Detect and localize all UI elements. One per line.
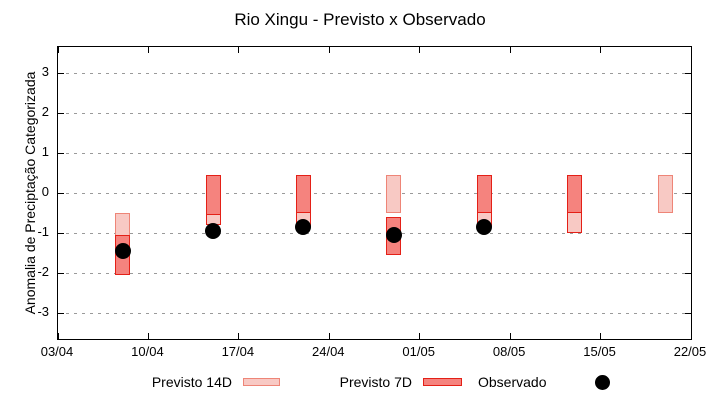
axis-tick	[690, 333, 692, 339]
observado-dot	[385, 227, 402, 243]
axis-tick	[238, 47, 240, 53]
axis-tick	[58, 192, 64, 194]
axis-tick	[58, 72, 64, 74]
legend-label-previsto-7d: Previsto 7D	[339, 374, 412, 390]
legend-label-previsto-14d: Previsto 14D	[151, 374, 232, 390]
gridline	[58, 192, 691, 194]
axis-tick	[147, 333, 149, 339]
axis-tick	[685, 152, 691, 154]
previsto-14d-bar	[386, 175, 402, 213]
previsto-7d-bar	[476, 175, 492, 213]
gridline	[58, 272, 691, 274]
axis-tick	[685, 112, 691, 114]
axis-tick	[147, 47, 149, 53]
x-tick-label: 17/04	[221, 344, 255, 359]
axis-tick	[419, 47, 421, 53]
x-tick-label: 08/05	[492, 344, 526, 359]
previsto-7d-bar	[205, 175, 221, 215]
x-tick-label: 03/04	[40, 344, 74, 359]
previsto-14d-swatch-icon	[243, 378, 280, 386]
axis-tick	[600, 47, 602, 53]
axis-tick	[685, 272, 691, 274]
legend-label-observado: Observado	[478, 374, 547, 390]
x-tick-label: 10/04	[131, 344, 164, 359]
observado-dot	[114, 243, 131, 259]
axis-tick	[328, 333, 330, 339]
axis-tick	[685, 72, 691, 74]
x-tick-label: 15/05	[583, 344, 616, 359]
previsto-7d-swatch-icon	[423, 378, 462, 386]
previsto-14d-bar	[657, 175, 673, 213]
x-tick-label: 24/04	[312, 344, 345, 359]
observado-dot-icon	[595, 375, 610, 390]
gridline	[58, 152, 691, 154]
axis-tick	[685, 312, 691, 314]
y-tick-label: 1	[41, 144, 49, 159]
axis-tick	[685, 232, 691, 234]
axis-tick	[58, 152, 64, 154]
axis-tick	[58, 232, 64, 234]
x-tick-label: 01/05	[402, 344, 435, 359]
axis-tick	[328, 47, 330, 53]
axis-tick	[685, 192, 691, 194]
gridline	[58, 232, 691, 234]
chart-title: Rio Xingu - Previsto x Observado	[234, 10, 486, 29]
axis-tick	[58, 272, 64, 274]
y-tick-label: 3	[41, 64, 49, 79]
axis-tick	[600, 333, 602, 339]
previsto-7d-bar	[567, 175, 583, 213]
y-tick-label: -1	[37, 224, 49, 239]
y-tick-label: -3	[37, 304, 49, 319]
axis-tick	[58, 112, 64, 114]
observado-dot	[205, 223, 222, 239]
axis-tick	[57, 333, 59, 339]
axis-tick	[419, 333, 421, 339]
y-tick-label: -2	[37, 264, 49, 279]
axis-tick	[509, 47, 511, 53]
gridline	[58, 112, 691, 114]
gridline	[58, 312, 691, 314]
y-tick-label: 2	[41, 104, 49, 119]
x-tick-label: 22/05	[673, 344, 707, 359]
y-tick-label: 0	[41, 184, 49, 199]
axis-tick	[509, 333, 511, 339]
plot-area	[57, 46, 692, 340]
previsto-7d-bar	[295, 175, 311, 213]
gridline	[58, 72, 691, 74]
observado-dot	[476, 219, 493, 235]
axis-tick	[58, 312, 64, 314]
axis-tick	[690, 47, 692, 53]
axis-tick	[57, 47, 59, 53]
axis-tick	[238, 333, 240, 339]
observado-dot	[295, 219, 312, 235]
